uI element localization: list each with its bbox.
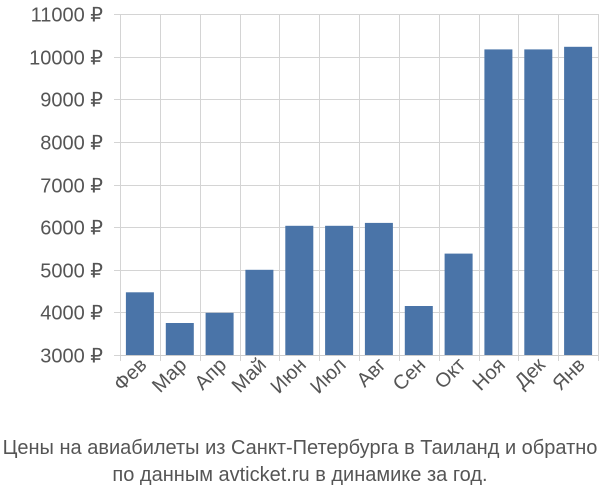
y-tick-label: 7000 ₽	[40, 176, 103, 198]
grid-layer	[114, 14, 599, 361]
y-tick-label: 11000 ₽	[31, 5, 104, 27]
chart-caption-line2: по данным avticket.ru в динамике за год.	[112, 464, 488, 486]
y-tick-label: 4000 ₽	[40, 303, 103, 325]
bar-9	[444, 253, 473, 355]
y-tick-label: 9000 ₽	[40, 90, 103, 112]
bar-4	[245, 269, 274, 356]
x-tick-label: Апр	[191, 354, 232, 395]
x-tick-label: Янв	[549, 354, 590, 395]
bar-10	[484, 49, 513, 356]
y-axis-ticks: 3000 ₽ 4000 ₽ 5000 ₽ 6000 ₽ 7000 ₽ 8000 ₽ 9000…	[29, 5, 103, 368]
x-tick-label: Ноя	[469, 354, 510, 395]
chart-caption-line1: Цены на авиабилеты из Санкт-Петербурга в…	[2, 437, 598, 459]
x-tick-label: Май	[228, 354, 271, 397]
bar-12	[564, 46, 593, 356]
bar-7	[364, 222, 393, 355]
bar-8	[404, 306, 433, 355]
x-tick-label: Июл	[306, 354, 350, 398]
x-tick-label: Сен	[389, 354, 430, 395]
x-tick-label: Окт	[431, 354, 470, 393]
y-tick-label: 6000 ₽	[40, 218, 103, 240]
bar-6	[325, 225, 354, 355]
y-tick-label: 5000 ₽	[40, 261, 103, 283]
y-tick-label: 3000 ₽	[40, 346, 103, 368]
bar-2	[165, 323, 194, 355]
bar-layer	[125, 46, 593, 356]
x-tick-label: Авг	[353, 354, 391, 392]
bar-5	[285, 225, 314, 355]
y-tick-label: 8000 ₽	[40, 133, 103, 155]
bar-3	[205, 312, 234, 355]
bar-11	[524, 49, 553, 356]
x-tick-label: Июн	[267, 354, 311, 398]
x-tick-label: Фев	[110, 354, 152, 396]
bar-1	[125, 292, 154, 355]
y-tick-label: 10000 ₽	[29, 48, 103, 70]
x-tick-label: Дек	[511, 354, 550, 393]
x-tick-label: Мар	[148, 354, 191, 397]
